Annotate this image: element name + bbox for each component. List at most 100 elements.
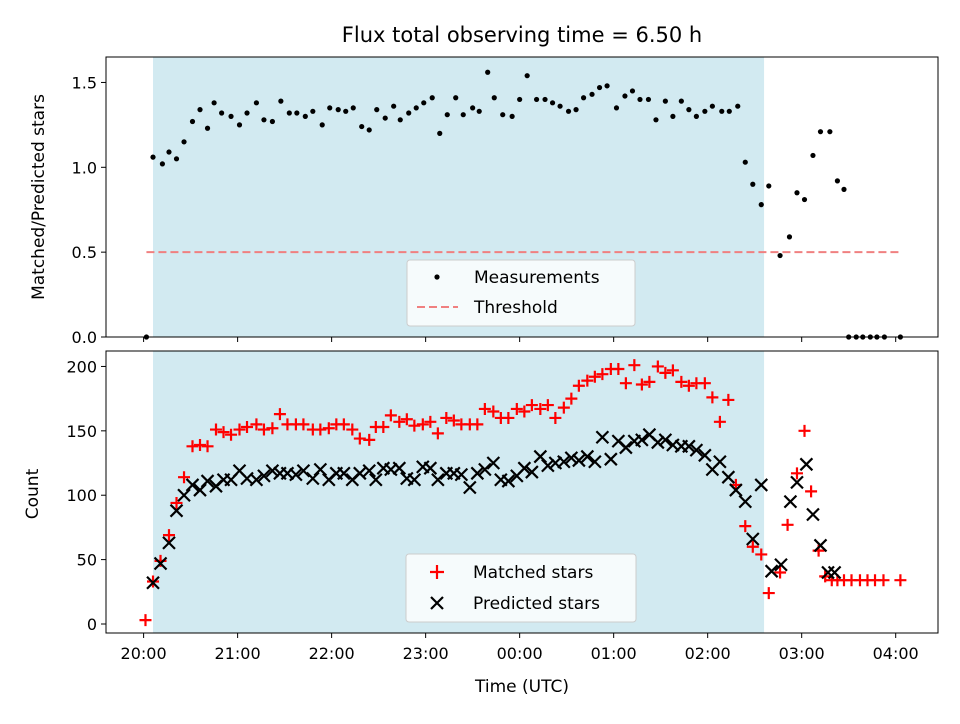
plot-frame	[105, 350, 939, 634]
measurement-point	[286, 110, 292, 116]
matched-stars-point	[447, 414, 460, 427]
predicted-stars-point	[362, 463, 377, 478]
predicted-stars-point	[392, 461, 407, 475]
matched-stars-point	[178, 471, 191, 484]
top-legend-box	[406, 259, 636, 327]
matched-stars-point	[635, 378, 648, 391]
measurement-point	[359, 123, 365, 130]
measurement-point	[557, 103, 563, 109]
matched-stars-point	[209, 423, 222, 436]
measurement-point	[810, 152, 816, 159]
measurement-point	[327, 105, 333, 111]
matched-stars-point	[273, 408, 286, 421]
predicted-stars-point	[689, 443, 704, 457]
matched-stars-point	[337, 418, 350, 431]
predicted-stars-point	[478, 462, 492, 477]
bottom-legend-box	[405, 553, 637, 623]
matched-stars-point	[440, 411, 453, 424]
measurement-point	[702, 108, 708, 114]
x-tick-label: 01:00	[591, 644, 637, 663]
matched-stars-point	[510, 402, 523, 415]
matched-stars-point	[322, 422, 335, 435]
predicted-stars-point	[754, 478, 769, 492]
matched-stars-point	[781, 518, 794, 531]
legend-measurements-label: Measurements	[474, 268, 600, 288]
measurement-point	[580, 95, 587, 101]
matched-stars-point	[588, 370, 601, 383]
chart-title: Flux total observing time = 6.50 h	[342, 23, 702, 47]
predicted-stars-point	[313, 462, 328, 477]
predicted-stars-point	[525, 465, 539, 479]
matched-stars-point	[478, 402, 491, 415]
matched-stars-point	[170, 496, 183, 509]
bottom-panel: 0 50 100 150 200 20:00 21:00 22:00 23:00 00:00 01:…	[66, 350, 939, 663]
measurement-point	[573, 107, 579, 113]
matched-stars-point	[596, 368, 609, 381]
y-tick-label: 0.5	[72, 243, 97, 262]
matched-stars-point	[297, 418, 310, 431]
legend-matched-label: Matched stars	[473, 563, 593, 583]
y-tick-label: 50	[77, 551, 97, 570]
predicted-stars-point	[580, 449, 595, 464]
predicted-stars-point	[651, 435, 665, 450]
measurement-point	[533, 96, 540, 103]
predicted-stars-point	[257, 469, 271, 483]
x-tick-label: 22:00	[309, 644, 355, 663]
legend-predicted-marker	[430, 596, 444, 610]
predicted-stars-point	[806, 507, 820, 522]
measurement-point	[841, 186, 847, 192]
measurement-point	[181, 139, 187, 145]
measurement-point	[766, 183, 772, 189]
predicted-stars-point	[738, 494, 753, 509]
predicted-stars-point	[635, 433, 649, 447]
y-tick-label: 1.5	[72, 73, 97, 92]
x-tick-label: 02:00	[685, 644, 731, 663]
matched-stars-point	[250, 418, 263, 431]
matched-stars-point	[557, 401, 570, 414]
matched-stars-point	[619, 377, 632, 390]
measurement-point	[197, 107, 203, 113]
matched-stars-point	[541, 399, 554, 412]
predicted-stars-point	[517, 461, 532, 475]
predicted-stars-point	[454, 467, 469, 482]
matched-stars-point	[393, 415, 406, 428]
predicted-stars-point	[572, 453, 586, 468]
bottom-ylabel: Count	[23, 468, 43, 519]
matched-stars-point	[487, 405, 500, 418]
measurement-point	[460, 112, 466, 118]
legend-measurements-marker	[434, 274, 440, 280]
y-tick-label: 0.0	[72, 328, 97, 347]
matched-stars-point	[698, 377, 711, 390]
measurement-point	[173, 156, 180, 162]
measurement-point	[253, 100, 260, 106]
y-tick-label: 200	[66, 357, 97, 376]
measurement-point	[777, 252, 783, 259]
matched-stars-point	[471, 418, 484, 431]
predicted-stars-point	[501, 474, 516, 488]
predicted-stars-point	[177, 488, 191, 502]
matched-stars-point	[353, 432, 366, 445]
matched-stars-point	[739, 520, 752, 533]
matched-stars-point	[424, 415, 437, 428]
x-tick-label: 23:00	[403, 644, 449, 663]
predicted-stars-point	[249, 472, 264, 487]
measurement-point	[662, 98, 668, 104]
x-tick-label: 21:00	[215, 644, 261, 663]
matched-stars-point	[139, 614, 152, 627]
matched-stars-point	[805, 485, 818, 498]
top-legend: Measurements Threshold	[406, 259, 636, 327]
matched-stars-point	[706, 391, 719, 404]
measurement-point	[834, 178, 841, 184]
measurement-point	[645, 96, 652, 103]
matched-stars-point	[877, 574, 890, 587]
measurement-point	[500, 112, 506, 118]
measurement-point	[485, 69, 491, 75]
matched-stars-point	[790, 467, 803, 480]
matched-stars-point	[162, 529, 175, 542]
matched-stars-point	[502, 411, 515, 424]
matched-stars-point	[713, 415, 726, 428]
measurement-point	[670, 113, 676, 119]
predicted-stars-point	[764, 564, 779, 578]
predicted-stars-point	[783, 494, 798, 509]
